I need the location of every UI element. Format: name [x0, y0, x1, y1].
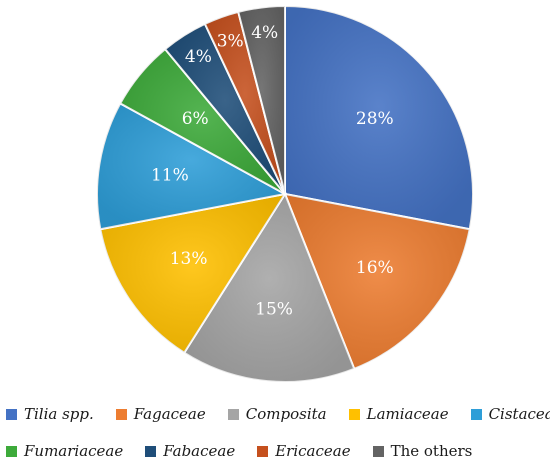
pie-slice-shade-8: [204, 11, 285, 194]
pie-slice-shade-2: [285, 194, 470, 369]
pie-slice-shade-4: [100, 194, 286, 353]
legend-label: Lamiaceae: [366, 405, 449, 423]
legend-label: Composita: [245, 405, 327, 423]
legend-item-6: Fumariaceae: [6, 442, 123, 460]
legend-swatch: [372, 445, 384, 457]
legend-swatch: [227, 408, 239, 420]
legend-label: Fabaceae: [163, 442, 236, 460]
data-label-1: 28%: [356, 109, 394, 129]
legend-label: Cistaceae: [488, 405, 550, 423]
data-label-7: 4%: [185, 47, 212, 67]
legend-label: The others: [390, 442, 473, 460]
data-label-5: 11%: [151, 165, 189, 185]
legend-item-1: Tilia spp.: [6, 405, 94, 423]
data-label-8: 3%: [217, 31, 244, 51]
legend-row: Fumariaceae Fabaceae Ericaceae The others: [6, 441, 494, 461]
legend-item-3: Composita: [227, 405, 327, 423]
legend-item-8: Ericaceae: [257, 442, 351, 460]
pie-slice-shade-6: [120, 49, 286, 194]
data-label-3: 15%: [255, 300, 293, 320]
legend-swatch: [348, 408, 360, 420]
pie-slice-shade-7: [165, 23, 285, 194]
pie-slice-shade-9: [238, 6, 285, 194]
legend-swatch: [257, 445, 269, 457]
legend-item-7: Fabaceae: [145, 442, 235, 460]
pie-chart: 28%16%15%13%11%6%4%3% 4%: [96, 4, 474, 383]
legend-swatch: [145, 445, 157, 457]
legend-item-4: Lamiaceae: [348, 405, 449, 423]
legend-label: Fagaceae: [133, 405, 206, 423]
pie-slice-shade-3: [184, 194, 355, 382]
legend-item-9: The others: [372, 442, 473, 460]
legend-item-2: Fagaceae: [115, 405, 206, 423]
legend-swatch: [115, 408, 127, 420]
data-label-4: 13%: [170, 249, 208, 269]
data-label-9: 4%: [251, 23, 278, 43]
legend-item-5: Cistaceae: [470, 405, 550, 423]
pie-slice-shade-1: [285, 6, 473, 230]
legend-swatch: [6, 445, 17, 457]
legend-label: Tilia spp.: [24, 405, 94, 423]
legend-swatch: [470, 408, 482, 420]
legend-label: Ericaceae: [275, 442, 351, 460]
legend-label: Fumariaceae: [24, 442, 124, 460]
pie-labels: 28%16%15%13%11%6%4%3% 4%: [151, 23, 394, 319]
legend-swatch: [6, 408, 17, 420]
legend-row: Tilia spp. Fagaceae Composita Lamiaceae Cist…: [6, 404, 550, 424]
data-label-6: 6%: [182, 109, 209, 129]
pie-slices: [96, 4, 474, 383]
pie-slice-shade-5: [96, 103, 285, 230]
data-label-2: 16%: [356, 258, 394, 278]
